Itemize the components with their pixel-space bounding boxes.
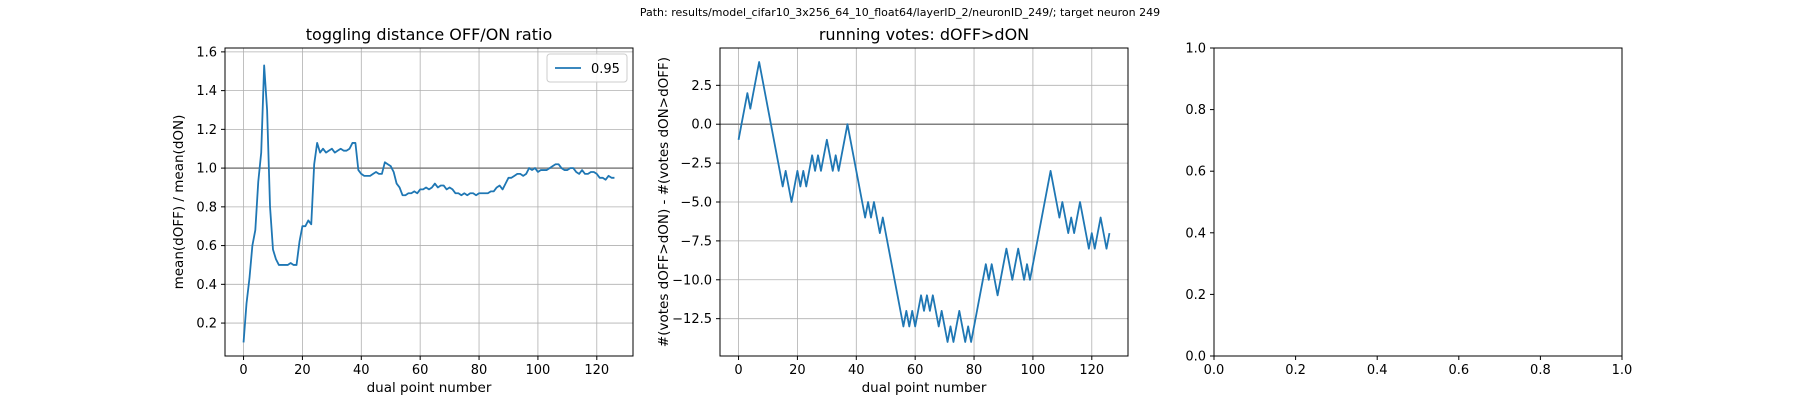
legend-box <box>546 53 628 83</box>
y-tick-label: 1.6 <box>196 45 217 60</box>
x-tick-label: 0 <box>734 363 742 378</box>
x-tick-label: 100 <box>1021 363 1046 378</box>
y-tick-label: 0.2 <box>196 317 217 332</box>
x-tick-label: 40 <box>353 363 370 378</box>
y-tick-label: −2.5 <box>680 157 712 172</box>
x-tick-label: 100 <box>526 363 551 378</box>
series-line-1 <box>242 64 615 343</box>
x-tick-label: 60 <box>907 363 924 378</box>
y-tick-label: 1.0 <box>196 162 217 177</box>
chart-title: toggling distance OFF/ON ratio <box>306 25 552 44</box>
y-tick-label: 0.6 <box>196 239 217 254</box>
legend-entry-label: 0.95 <box>591 62 620 77</box>
y-tick-label: 0.4 <box>1185 226 1206 241</box>
x-tick-label: 60 <box>412 363 429 378</box>
y-tick-label: −7.5 <box>680 234 712 249</box>
y-axis-label: #(votes dOFF>dON) - #(votes dON>dOFF) <box>656 57 672 347</box>
x-tick-label: 80 <box>966 363 983 378</box>
x-tick-label: 0.8 <box>1530 363 1551 378</box>
y-tick-label: 0.0 <box>691 118 712 133</box>
axes-frame <box>1213 47 1623 357</box>
y-axis-label: mean(dOFF) / mean(dON) <box>171 115 187 290</box>
chart-title: running votes: dOFF>dON <box>819 25 1029 44</box>
y-tick-label: 2.5 <box>691 79 712 94</box>
y-tick-label: −5.0 <box>680 196 712 211</box>
y-tick-label: 1.2 <box>196 123 217 138</box>
x-tick-label: 0.6 <box>1448 363 1469 378</box>
y-tick-label: 1.4 <box>196 84 217 99</box>
x-tick-label: 120 <box>1079 363 1104 378</box>
x-tick-label: 20 <box>294 363 311 378</box>
x-tick-label: 80 <box>471 363 488 378</box>
y-tick-label: 0.0 <box>1185 350 1206 365</box>
y-tick-label: 0.4 <box>196 278 217 293</box>
chart-panel-3: 0.0 0.2 0.4 0.6 0.8 1.0 0.0 0.2 0.4 0.6 0.8 1.0 <box>1185 42 1632 379</box>
chart-panel-2: 0 20 40 60 80 100 120 2.5 0.0 −2.5 −5.0 −7.5 −10.0 −1… <box>656 25 1129 396</box>
y-tick-label: −10.0 <box>672 273 712 288</box>
x-tick-label: 0.2 <box>1285 363 1306 378</box>
series-line-1 <box>737 61 1111 343</box>
x-tick-label: 0 <box>239 363 247 378</box>
y-tick-label: 0.6 <box>1185 165 1206 180</box>
x-tick-label: 120 <box>584 363 609 378</box>
figure-suptitle: Path: results/model_cifar10_3x256_64_10_… <box>639 6 1161 19</box>
legend: 0.95 <box>546 53 628 83</box>
x-tick-label: 20 <box>789 363 806 378</box>
x-tick-label: 40 <box>848 363 865 378</box>
x-tick-label: 0.4 <box>1367 363 1388 378</box>
y-tick-label: 0.2 <box>1185 288 1206 303</box>
y-tick-label: 1.0 <box>1185 42 1206 57</box>
y-tick-label: −12.5 <box>672 312 712 327</box>
axes-frame <box>224 47 634 357</box>
y-tick-label: 0.8 <box>196 200 217 215</box>
x-axis-label: dual point number <box>862 380 987 396</box>
x-axis-label: dual point number <box>367 380 492 396</box>
x-tick-label: 0.0 <box>1204 363 1225 378</box>
y-tick-label: 0.8 <box>1185 103 1206 118</box>
chart-panel-1: 0 20 40 60 80 100 120 0.2 0.4 0.6 0.8 1.0 1.2 1.4 1.6 t… <box>171 25 634 396</box>
x-tick-label: 1.0 <box>1612 363 1633 378</box>
